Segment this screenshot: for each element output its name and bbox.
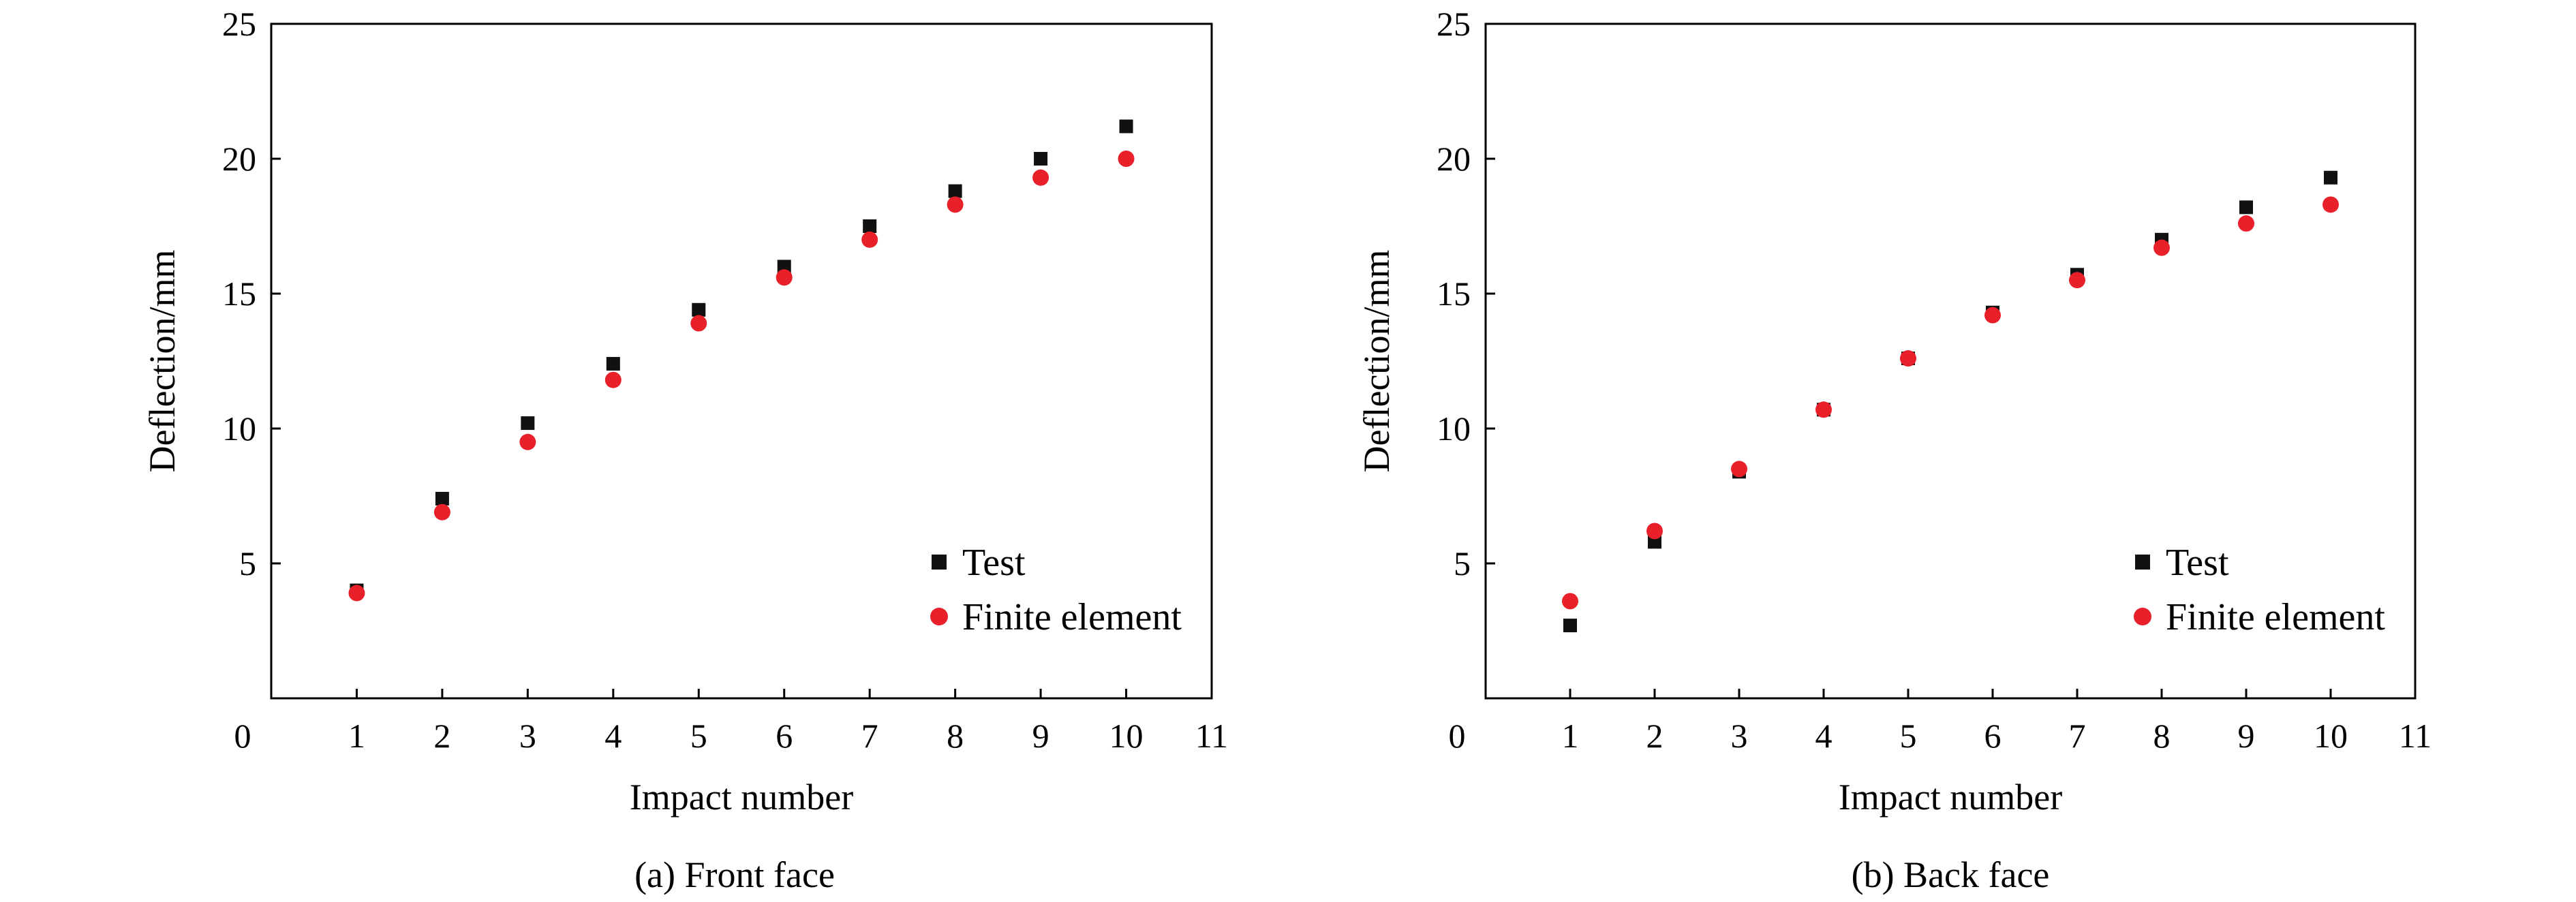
- legend-label-finite-element: Finite element: [2166, 596, 2385, 638]
- x-tick-label: 3: [1731, 717, 1748, 755]
- y-tick-label: 10: [1437, 409, 1471, 448]
- data-point-test: [2324, 170, 2337, 185]
- y-tick-label: 10: [222, 409, 256, 448]
- legend-marker-finite-element: [930, 608, 948, 625]
- x-axis-label: Impact number: [1839, 777, 2062, 818]
- data-point-test: [435, 491, 449, 506]
- data-point-finite-element: [604, 371, 622, 388]
- x-tick-label: 2: [1646, 717, 1663, 755]
- x-tick-label: 4: [1815, 717, 1833, 755]
- plot-frame: [1484, 22, 2417, 700]
- data-point-finite-element: [519, 433, 536, 450]
- x-tick-label: 8: [2153, 717, 2171, 755]
- data-point-finite-element: [947, 196, 964, 213]
- panel-caption: (b) Back face: [1852, 854, 2050, 895]
- panel-front-face: 0 1 2 3 4 5 6 7 8 9 10 11 5 10 15 20 25 Impact number Defl…: [142, 5, 1228, 895]
- legend-marker-finite-element: [2134, 608, 2151, 625]
- data-point-finite-element: [690, 315, 707, 332]
- y-tick-label: 15: [222, 275, 256, 313]
- x-tick-label: 9: [2238, 717, 2255, 755]
- y-axis-label: Deflection/mm: [1356, 250, 1397, 473]
- data-point-finite-element: [1815, 401, 1832, 418]
- y-tick-label: 25: [222, 5, 256, 43]
- data-point-finite-element: [1032, 169, 1049, 186]
- x-tick-label: 9: [1032, 717, 1049, 755]
- y-tick-label: 5: [1454, 544, 1471, 582]
- x-tick-label: 2: [433, 717, 450, 755]
- data-point-finite-element: [1900, 350, 1916, 367]
- data-point-finite-element: [861, 231, 878, 248]
- data-point-finite-element: [776, 269, 793, 286]
- data-point-test: [606, 356, 620, 371]
- y-tick-label: 20: [1437, 140, 1471, 178]
- x-axis-label: Impact number: [630, 777, 853, 818]
- x-tick-label: 7: [2069, 717, 2086, 755]
- panel-back-face: 0 1 2 3 4 5 6 7 8 9 10 11 5 10 15 20 25 Impact number Defl…: [1356, 5, 2432, 895]
- data-point-finite-element: [1646, 523, 1663, 540]
- panel-caption: (a) Front face: [634, 854, 835, 895]
- legend-label-test: Test: [962, 542, 1026, 584]
- data-point-finite-element: [348, 585, 365, 602]
- x-tick-label: 10: [2314, 717, 2348, 755]
- data-point-finite-element: [2153, 239, 2170, 256]
- x-tick-label: 5: [690, 717, 707, 755]
- x-tick-label: 5: [1900, 717, 1917, 755]
- data-point-finite-element: [1562, 593, 1578, 610]
- data-point-test: [521, 416, 535, 431]
- data-point-finite-element: [2069, 272, 2085, 289]
- y-tick-label: 15: [1437, 275, 1471, 313]
- legend-label-test: Test: [2166, 542, 2229, 584]
- x-tick-label: 11: [1195, 717, 1228, 755]
- y-tick-label: 25: [1437, 5, 1471, 43]
- data-point-test: [2239, 200, 2253, 215]
- x-tick-label: 10: [1109, 717, 1144, 755]
- data-point-test: [1563, 619, 1577, 633]
- data-point-test: [692, 302, 706, 317]
- legend-marker-test: [932, 555, 947, 570]
- legend-marker-test: [2135, 555, 2150, 570]
- legend-label-finite-element: Finite element: [962, 596, 1182, 638]
- data-point-finite-element: [433, 503, 450, 520]
- data-point-test: [948, 184, 962, 198]
- x-tick-label: 8: [947, 717, 964, 755]
- x-tick-label: 11: [2399, 717, 2432, 755]
- data-point-finite-element: [1731, 461, 1747, 478]
- x-tick-label: 0: [1449, 717, 1466, 755]
- data-point-test: [863, 219, 877, 233]
- data-point-test: [1034, 152, 1048, 166]
- x-tick-label: 6: [1984, 717, 2002, 755]
- data-point-test: [1119, 119, 1133, 134]
- data-point-finite-element: [1984, 307, 2001, 324]
- x-tick-label: 6: [776, 717, 793, 755]
- x-tick-label: 7: [861, 717, 878, 755]
- x-tick-label: 1: [1562, 717, 1579, 755]
- y-tick-label: 5: [239, 544, 256, 582]
- plot-frame: [270, 22, 1213, 700]
- data-point-finite-element: [2322, 196, 2339, 213]
- x-tick-label: 1: [348, 717, 365, 755]
- y-axis-label: Deflection/mm: [142, 250, 183, 473]
- x-tick-label: 3: [519, 717, 536, 755]
- x-tick-label: 0: [234, 717, 251, 755]
- data-point-finite-element: [1118, 151, 1135, 167]
- y-tick-label: 20: [222, 140, 256, 178]
- x-tick-label: 4: [604, 717, 622, 755]
- data-point-finite-element: [2238, 215, 2254, 232]
